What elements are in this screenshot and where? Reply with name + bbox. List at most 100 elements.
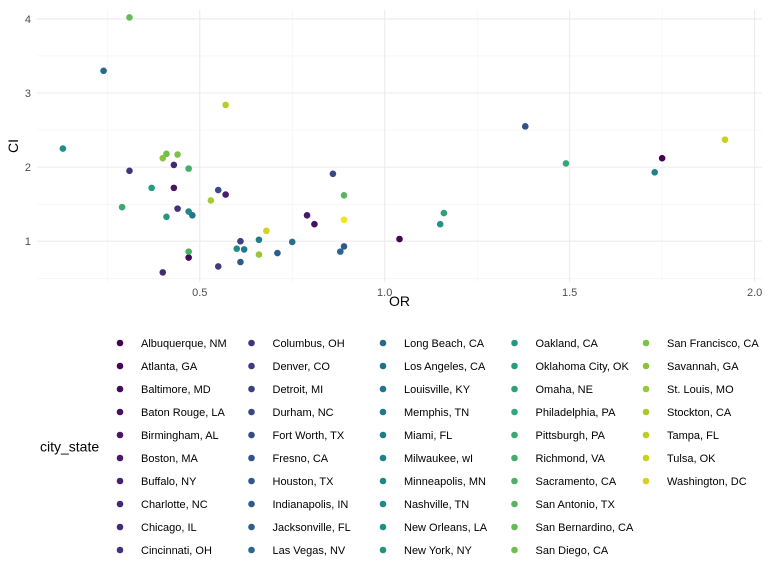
legend-key [248,385,255,393]
legend-label: San Francisco, CA [667,338,759,350]
data-point [396,235,403,243]
legend-label: San Antonio, TX [536,499,616,511]
data-point [222,191,229,198]
legend-key [379,523,387,531]
legend-label: Tampa, FL [667,430,719,442]
data-point [721,136,729,144]
data-point [222,101,229,109]
data-point [59,145,67,152]
legend-title: city_state [40,439,99,455]
legend-label: Durham, NC [273,407,334,419]
legend-label: Los Angeles, CA [404,361,486,373]
data-point [340,216,348,224]
legend-label: Washington, DC [667,476,747,488]
legend-key [642,408,650,416]
data-point [163,150,170,158]
data-point [214,186,222,194]
legend-key [511,408,518,416]
legend-key [642,431,650,439]
legend-key [379,339,387,347]
data-point [303,211,311,219]
legend-key [511,385,518,393]
legend-key [248,546,255,554]
legend-label: Houston, TX [273,476,335,488]
legend-key [511,546,518,554]
legend-label: Nashville, TN [404,499,469,511]
data-point [126,14,133,21]
data-point [100,67,107,75]
legend-key [642,477,650,485]
legend-key [379,454,387,462]
data-point [240,246,248,253]
x-tick-label: 1.5 [562,287,577,299]
data-point [233,245,241,252]
data-point [263,227,270,235]
legend-label: Baton Rouge, LA [141,407,225,419]
legend-key [248,431,255,439]
y-axis-title: CI [5,139,21,153]
data-point [651,169,659,176]
y-tick-label: 2 [25,162,31,174]
legend-key [116,523,124,531]
legend-label: Indianapolis, IN [273,499,349,511]
legend-key [379,500,387,508]
data-point [170,161,178,169]
x-tick-label: 2.0 [747,287,762,299]
axes: 0.5 1.0 1.5 2.0 1 2 3 4 OR CI [5,14,762,309]
data-point [118,203,126,211]
legend-label: Birmingham, AL [141,430,219,442]
legend-key [248,500,255,508]
data-point [159,154,167,162]
legend-label: Charlotte, NC [141,499,208,511]
legend-label: Boston, MA [141,453,199,465]
legend-label: Tulsa, OK [667,453,716,465]
legend-label: Sacramento, CA [536,476,617,488]
legend-key [642,339,650,347]
legend-key [248,408,255,416]
legend-key [116,477,124,485]
legend-key [379,362,387,370]
data-point [440,209,448,217]
data-point [148,184,155,192]
legend-label: Fort Worth, TX [273,430,345,442]
data-point [185,208,192,215]
legend-label: Cincinnati, OH [141,545,212,557]
legend-label: Savannah, GA [667,361,739,373]
legend-label: San Bernardino, CA [536,522,634,534]
data-point [340,191,348,199]
data-point [329,170,337,178]
x-axis-title: OR [389,293,410,309]
legend-label: Memphis, TN [404,407,469,419]
legend-label: Chicago, IL [141,522,197,534]
legend-key [379,546,387,554]
legend-key [642,454,650,462]
legend-key [248,477,255,485]
legend-key [379,408,387,416]
legend-label: Albuquerque, NM [141,338,227,350]
legend-label: Philadelphia, PA [536,407,617,419]
legend-key [379,431,387,439]
data-point [340,243,348,250]
legend-label: Jacksonville, FL [273,522,351,534]
data-point [185,254,192,261]
y-tick-label: 3 [25,88,31,100]
legend-label: Minneapolis, MN [404,476,486,488]
data-point [159,269,167,276]
legend-key [248,339,255,347]
legend-label: New York, NY [404,545,473,557]
legend-label: Baltimore, MD [141,384,211,396]
legend-label: Louisville, KY [404,384,471,396]
legend-label: Atlanta, GA [141,361,198,373]
legend-key [642,362,650,370]
data-point [436,220,444,228]
legend-key [116,500,124,508]
legend-label: Las Vegas, NV [273,545,346,557]
legend-label: Richmond, VA [536,453,606,465]
data-point [237,237,244,245]
legend-label: San Diego, CA [536,545,609,557]
legend-label: Fresno, CA [273,453,329,465]
legend-key [116,385,124,393]
legend-key [116,408,124,416]
